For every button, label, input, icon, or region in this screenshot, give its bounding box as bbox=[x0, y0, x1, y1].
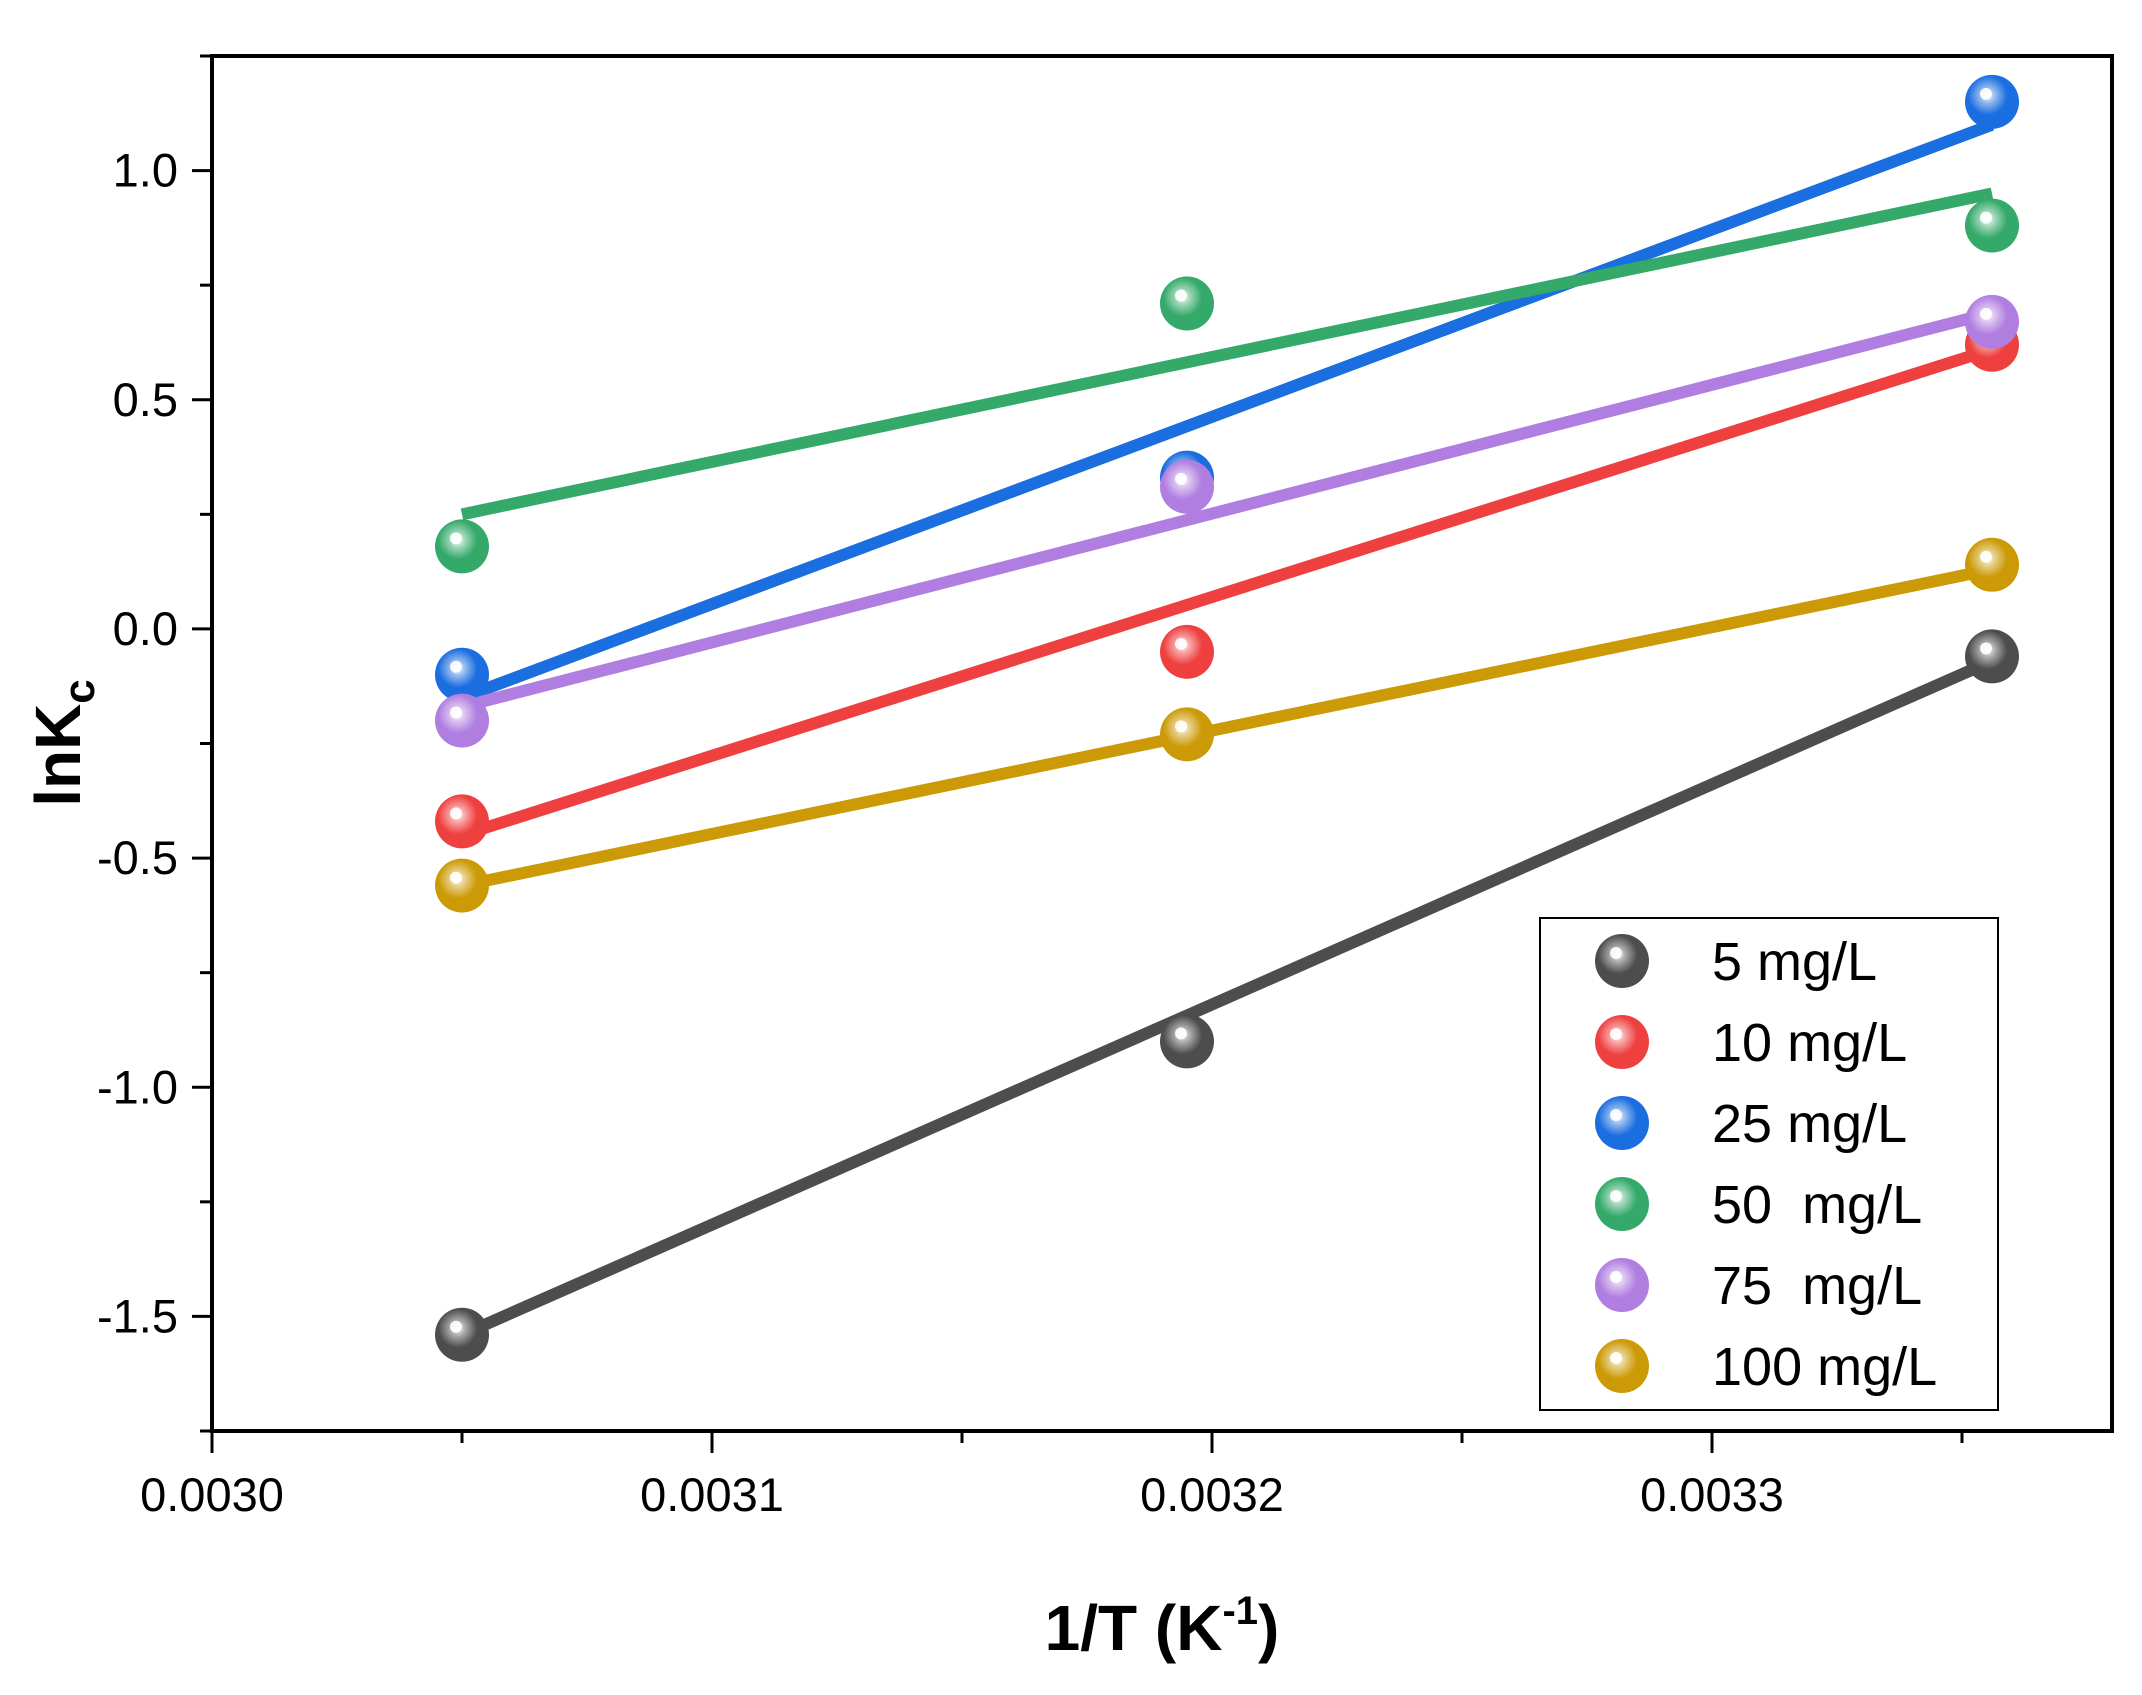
data-point-s4-p1-shine bbox=[1160, 459, 1214, 514]
data-point-s3-p0-highlight bbox=[450, 532, 462, 545]
data-point-s3-p2 bbox=[1965, 198, 2019, 253]
x-axis-title: 1/T (K-1) bbox=[1045, 1589, 1280, 1664]
data-point-s1-p1-highlight bbox=[1175, 637, 1187, 650]
legend-label-5: 100 mg/L bbox=[1712, 1337, 1937, 1397]
legend-marker-2-highlight bbox=[1610, 1109, 1622, 1121]
data-point-s0-p2-shine bbox=[1965, 629, 2019, 684]
legend-box bbox=[1539, 917, 1999, 1411]
data-point-s3-p2-highlight bbox=[1980, 211, 1992, 224]
data-point-s5-p0 bbox=[435, 858, 489, 913]
legend-marker-5 bbox=[1595, 1339, 1649, 1393]
data-point-s1-p1-shine bbox=[1160, 624, 1214, 679]
fit-line-4 bbox=[460, 306, 1994, 713]
y-tick-label: -1.0 bbox=[97, 1060, 178, 1113]
data-point-s5-p2 bbox=[1965, 537, 2019, 592]
data-point-s0-p1-highlight bbox=[1175, 1027, 1187, 1040]
data-point-s3-p0-shine bbox=[435, 519, 489, 574]
fit-line-2 bbox=[459, 119, 1995, 704]
legend-marker-3 bbox=[1595, 1177, 1649, 1231]
legend-marker-0-highlight bbox=[1610, 947, 1622, 959]
data-point-s2-p2-highlight bbox=[1980, 87, 1992, 100]
legend-marker-4-highlight bbox=[1610, 1271, 1622, 1283]
y-tick-label: 0.0 bbox=[113, 602, 178, 655]
x-axis-title-sup: -1 bbox=[1222, 1589, 1258, 1633]
legend-marker-0 bbox=[1595, 934, 1649, 988]
legend-marker-1-shine bbox=[1595, 1015, 1649, 1069]
data-point-s2-p0-shine bbox=[435, 647, 489, 702]
data-point-s1-p0-shine bbox=[435, 794, 489, 849]
legend-marker-1-highlight bbox=[1610, 1028, 1622, 1040]
data-point-s1-p1 bbox=[1160, 624, 1214, 679]
legend: 5 mg/L 10 mg/L 25 mg/L 50 mg/L 75 mg/L 100 mg… bbox=[1539, 917, 1999, 1411]
data-point-s3-p1-shine bbox=[1160, 276, 1214, 331]
x-tick-label: 0.0030 bbox=[140, 1468, 284, 1521]
x-tick-label: 0.0032 bbox=[1140, 1468, 1284, 1521]
data-point-s1-p0-highlight bbox=[450, 807, 462, 820]
data-point-s0-p0-shine bbox=[435, 1307, 489, 1362]
data-point-s2-p0-highlight bbox=[450, 660, 462, 673]
legend-label-0: 5 mg/L bbox=[1712, 932, 1877, 992]
data-point-s1-p0 bbox=[435, 794, 489, 849]
y-tick-label: -0.5 bbox=[97, 831, 178, 884]
fit-line-3 bbox=[460, 187, 1994, 521]
data-point-s5-p2-highlight bbox=[1980, 550, 1992, 563]
fit-lines bbox=[459, 119, 1995, 1341]
legend-label-4: 75 mg/L bbox=[1712, 1256, 1922, 1316]
legend-marker-4-shine bbox=[1595, 1258, 1649, 1312]
data-point-s5-p1 bbox=[1160, 707, 1214, 762]
data-point-s4-p1-highlight bbox=[1175, 472, 1187, 485]
data-point-s3-p1 bbox=[1160, 276, 1214, 331]
data-point-s4-p0-shine bbox=[435, 693, 489, 748]
legend-label-3: 50 mg/L bbox=[1712, 1175, 1922, 1235]
data-point-s0-p1-shine bbox=[1160, 1014, 1214, 1069]
data-point-s0-p1 bbox=[1160, 1014, 1214, 1069]
data-point-s5-p1-highlight bbox=[1175, 720, 1187, 733]
data-point-s0-p2 bbox=[1965, 629, 2019, 684]
fit-line-5 bbox=[460, 563, 1994, 892]
legend-label-1: 10 mg/L bbox=[1712, 1013, 1907, 1073]
axis-ticks: 0.0030 0.0031 0.0032 0.0033 -1.5 -1.0 -0.5 0.0 0… bbox=[97, 54, 1964, 1521]
data-point-s4-p2-shine bbox=[1965, 294, 2019, 349]
data-point-s4-p2-highlight bbox=[1980, 307, 1992, 320]
legend-marker-5-highlight bbox=[1610, 1352, 1622, 1364]
x-tick-label: 0.0033 bbox=[1640, 1468, 1784, 1521]
y-axis-title: lnKc bbox=[22, 679, 104, 807]
data-point-s4-p0 bbox=[435, 693, 489, 748]
legend-marker-3-highlight bbox=[1610, 1190, 1622, 1202]
data-point-s5-p0-highlight bbox=[450, 871, 462, 884]
data-point-s3-p2-shine bbox=[1965, 198, 2019, 253]
legend-marker-0-shine bbox=[1595, 934, 1649, 988]
data-point-s5-p1-shine bbox=[1160, 707, 1214, 762]
legend-marker-4 bbox=[1595, 1258, 1649, 1312]
legend-marker-2-shine bbox=[1595, 1096, 1649, 1150]
data-point-s4-p2 bbox=[1965, 294, 2019, 349]
data-point-s2-p2-shine bbox=[1965, 74, 2019, 129]
legend-label-2: 25 mg/L bbox=[1712, 1094, 1907, 1154]
y-tick-label: 0.5 bbox=[113, 373, 178, 426]
data-point-s4-p0-highlight bbox=[450, 706, 462, 719]
data-points bbox=[435, 74, 2019, 1362]
y-tick-label: 1.0 bbox=[113, 144, 178, 197]
data-point-s3-p1-highlight bbox=[1175, 289, 1187, 302]
data-point-s5-p2-shine bbox=[1965, 537, 2019, 592]
legend-marker-3-shine bbox=[1595, 1177, 1649, 1231]
y-axis-title-sub: c bbox=[55, 679, 104, 703]
data-point-s0-p2-highlight bbox=[1980, 642, 1992, 655]
y-tick-label: -1.5 bbox=[97, 1289, 178, 1342]
data-point-s5-p0-shine bbox=[435, 858, 489, 913]
fit-line-1 bbox=[460, 343, 1994, 841]
data-point-s0-p0-highlight bbox=[450, 1320, 462, 1333]
data-point-s3-p0 bbox=[435, 519, 489, 574]
legend-marker-2 bbox=[1595, 1096, 1649, 1150]
legend-marker-1 bbox=[1595, 1015, 1649, 1069]
fit-line-0 bbox=[459, 655, 1995, 1341]
data-point-s4-p1 bbox=[1160, 459, 1214, 514]
x-tick-label: 0.0031 bbox=[640, 1468, 784, 1521]
data-point-s0-p0 bbox=[435, 1307, 489, 1362]
data-point-s2-p2 bbox=[1965, 74, 2019, 129]
data-point-s2-p0 bbox=[435, 647, 489, 702]
legend-marker-5-shine bbox=[1595, 1339, 1649, 1393]
